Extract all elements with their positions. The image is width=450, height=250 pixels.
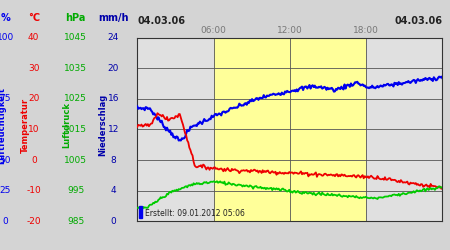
Text: 20: 20	[28, 94, 40, 103]
Text: Erstellt: 09.01.2012 05:06: Erstellt: 09.01.2012 05:06	[145, 210, 245, 218]
Text: 20: 20	[108, 64, 119, 73]
Text: 50: 50	[0, 156, 11, 164]
Text: mm/h: mm/h	[98, 13, 129, 23]
Text: 1035: 1035	[64, 64, 87, 73]
Text: Luftfeuchtigkeit: Luftfeuchtigkeit	[0, 86, 7, 164]
Text: 10: 10	[28, 125, 40, 134]
Text: Niederschlag: Niederschlag	[98, 94, 107, 156]
Text: 0: 0	[111, 217, 116, 226]
Text: 12: 12	[108, 125, 119, 134]
Text: 1015: 1015	[64, 125, 87, 134]
Text: 100: 100	[0, 33, 14, 42]
Text: %: %	[0, 13, 10, 23]
Text: 4: 4	[111, 186, 116, 195]
Text: -20: -20	[27, 217, 41, 226]
Text: 1005: 1005	[64, 156, 87, 164]
Text: Temperatur: Temperatur	[21, 98, 30, 152]
Text: 24: 24	[108, 33, 119, 42]
Bar	[139, 206, 143, 218]
Text: 30: 30	[28, 64, 40, 73]
Text: °C: °C	[28, 13, 40, 23]
Text: 04.03.06: 04.03.06	[394, 16, 442, 26]
Text: 0: 0	[31, 156, 36, 164]
Text: 40: 40	[28, 33, 40, 42]
Bar	[214, 38, 366, 221]
Text: 25: 25	[0, 186, 11, 195]
Text: 985: 985	[67, 217, 84, 226]
Text: -10: -10	[27, 186, 41, 195]
Text: Luftdruck: Luftdruck	[62, 102, 71, 148]
Text: 16: 16	[108, 94, 119, 103]
Text: 995: 995	[67, 186, 84, 195]
Text: 1025: 1025	[64, 94, 87, 103]
Text: hPa: hPa	[65, 13, 86, 23]
Text: 75: 75	[0, 94, 11, 103]
Text: 04.03.06: 04.03.06	[137, 16, 185, 26]
Text: 8: 8	[111, 156, 116, 164]
Text: 0: 0	[3, 217, 8, 226]
Text: 1045: 1045	[64, 33, 87, 42]
